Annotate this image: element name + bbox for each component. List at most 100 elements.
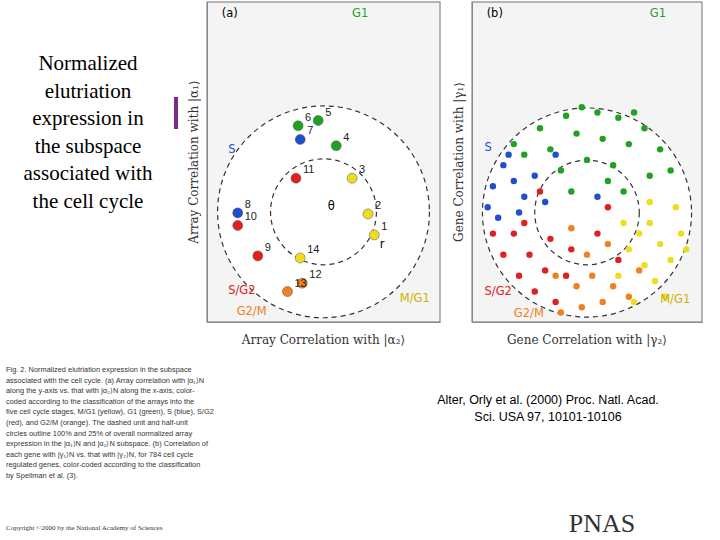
caption-line: five cell cycle stages, M/G1 (yellow), G…	[6, 407, 214, 416]
annotation: (b)	[487, 6, 503, 20]
annotation: (a)	[222, 6, 238, 20]
x-axis	[208, 322, 441, 323]
annotation: G2/M	[514, 306, 544, 320]
data-point	[605, 204, 611, 210]
y-axis-line	[207, 3, 208, 323]
copyright: Copyright ©2000 by the National Academy …	[6, 524, 163, 532]
point-label: 7	[307, 124, 313, 136]
data-point	[233, 208, 243, 218]
data-point	[584, 157, 590, 163]
data-point	[579, 104, 585, 110]
data-point	[647, 199, 653, 205]
data-point	[505, 151, 511, 157]
data-point	[547, 146, 553, 152]
point-label: 8	[245, 198, 251, 210]
data-point	[683, 246, 689, 252]
data-point	[521, 220, 527, 226]
data-point	[547, 236, 553, 242]
data-point	[313, 116, 323, 126]
data-point	[657, 241, 663, 247]
data-point	[521, 194, 527, 200]
data-point	[537, 125, 543, 131]
point-label: 2	[375, 199, 381, 211]
title-line: elutriation	[45, 79, 132, 103]
x-axis-line	[208, 322, 441, 323]
caption-line: expression in the |α₁⟩N and |α₂⟩N subspa…	[6, 439, 209, 448]
data-point	[626, 294, 632, 300]
data-point	[253, 251, 263, 261]
data-point	[532, 172, 538, 178]
data-point	[615, 115, 621, 121]
annotation: G1	[650, 6, 666, 20]
annotation: M/G1	[400, 291, 430, 305]
data-point	[521, 151, 527, 157]
title-line: Normalized	[38, 51, 138, 75]
data-point	[599, 299, 605, 305]
slide-title: Normalized elutriation expression in the su…	[24, 51, 153, 213]
data-point	[563, 112, 569, 118]
data-point	[620, 220, 626, 226]
reference-circle	[218, 106, 430, 318]
point-label: 6	[305, 111, 311, 123]
data-point	[495, 215, 501, 221]
annotation: M/G1	[660, 292, 690, 306]
data-point	[673, 204, 679, 210]
data-point	[626, 246, 632, 252]
point-label: 12	[309, 268, 321, 280]
annotation: r	[380, 237, 385, 251]
data-point	[584, 251, 590, 257]
data-point	[558, 167, 564, 173]
data-point	[363, 209, 373, 219]
citation-line: Sci. USA 97, 10101-10106	[474, 410, 621, 424]
x-axis-title: Array Correlation with |α₂⟩	[241, 333, 405, 347]
caption-line: each gene with |γ₁⟩N vs. that with |γ₂⟩N…	[6, 450, 193, 459]
data-point	[516, 209, 522, 215]
caption-line: associated with the cell cycle. (a) Arra…	[6, 376, 204, 385]
data-point	[293, 121, 303, 131]
slide-canvas: Normalized elutriation expression in the su…	[0, 0, 720, 540]
title-line: the cell cycle	[33, 189, 144, 213]
annotation: S/G2	[485, 284, 512, 298]
data-point	[610, 283, 616, 289]
y-axis	[207, 3, 208, 323]
caption-line: by Spellman et al. (3).	[6, 471, 78, 480]
y-axis	[472, 3, 473, 323]
x-axis-title: Gene Correlation with |γ₂⟩	[507, 333, 667, 347]
data-point	[516, 272, 522, 278]
data-point	[537, 188, 543, 194]
title-line: expression in	[32, 106, 144, 130]
data-point	[558, 309, 564, 315]
data-point	[500, 162, 506, 168]
slide: Normalized elutriation expression in the su…	[0, 0, 720, 540]
title-line: the subspace	[35, 134, 142, 158]
data-point	[291, 173, 301, 183]
data-point	[657, 146, 663, 152]
plot-frame	[207, 2, 440, 322]
data-point	[542, 267, 548, 273]
data-point	[511, 141, 517, 147]
data-point	[552, 272, 558, 278]
data-point	[568, 225, 574, 231]
data-point	[605, 241, 611, 247]
annotation: S	[228, 142, 235, 156]
data-point	[573, 130, 579, 136]
publisher: PNAS	[569, 509, 635, 538]
data-point	[282, 287, 292, 297]
point-label: 1	[381, 220, 387, 232]
data-point	[542, 199, 548, 205]
data-point	[631, 299, 637, 305]
reference-circle	[535, 160, 640, 265]
data-point	[526, 251, 532, 257]
data-point	[667, 167, 673, 173]
data-point	[563, 272, 569, 278]
point-label: 9	[265, 241, 271, 253]
data-point	[490, 230, 496, 236]
caption-line: coded according to the classification of…	[6, 397, 194, 406]
data-point	[652, 278, 658, 284]
citation-line: Alter, Orly et al. (2000) Proc. Natl. Ac…	[437, 393, 659, 407]
data-point	[647, 172, 653, 178]
data-point	[615, 257, 621, 263]
data-point	[347, 173, 357, 183]
caption-line: along the y-axis vs. that with |α₂⟩N alo…	[6, 386, 195, 395]
data-point	[233, 220, 243, 230]
